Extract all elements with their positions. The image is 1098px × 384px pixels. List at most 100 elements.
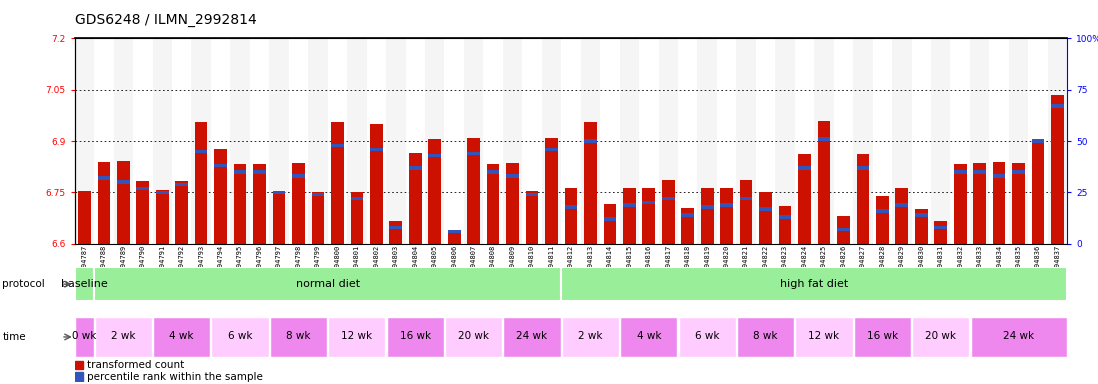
Bar: [915, 214, 928, 217]
Bar: [892, 38, 911, 244]
Bar: [312, 193, 324, 196]
Bar: [503, 317, 561, 357]
Text: time: time: [2, 332, 26, 342]
Bar: [837, 228, 850, 231]
Bar: [269, 38, 289, 244]
Bar: [328, 317, 385, 357]
Bar: [564, 205, 578, 209]
Bar: [270, 317, 327, 357]
Bar: [854, 317, 911, 357]
Bar: [332, 122, 344, 244]
Bar: [759, 207, 772, 211]
Bar: [876, 209, 888, 213]
Bar: [390, 220, 402, 244]
Bar: [214, 164, 227, 167]
Text: protocol: protocol: [2, 279, 45, 289]
Bar: [934, 220, 948, 244]
Text: transformed count: transformed count: [87, 360, 184, 370]
Bar: [212, 317, 269, 357]
Bar: [254, 170, 266, 174]
Bar: [798, 154, 810, 244]
Text: high fat diet: high fat diet: [780, 279, 849, 289]
Bar: [1051, 104, 1064, 108]
Bar: [231, 38, 250, 244]
Bar: [584, 139, 596, 143]
Bar: [701, 205, 714, 209]
Bar: [856, 154, 870, 244]
Bar: [292, 163, 305, 244]
Bar: [425, 38, 445, 244]
Bar: [156, 191, 169, 194]
Bar: [931, 38, 951, 244]
Bar: [546, 138, 558, 244]
Bar: [1032, 140, 1044, 244]
Bar: [993, 174, 1006, 178]
Bar: [350, 197, 363, 200]
Bar: [408, 154, 422, 244]
Bar: [75, 267, 94, 301]
Text: 6 wk: 6 wk: [695, 331, 719, 341]
Bar: [75, 38, 94, 244]
Bar: [506, 174, 519, 178]
Bar: [815, 38, 833, 244]
Bar: [740, 180, 752, 244]
Bar: [75, 372, 83, 381]
Bar: [546, 147, 558, 151]
Bar: [486, 170, 500, 174]
Bar: [347, 38, 367, 244]
Bar: [564, 189, 578, 244]
Bar: [194, 150, 208, 153]
Text: 24 wk: 24 wk: [516, 331, 548, 341]
Bar: [526, 193, 538, 196]
Bar: [75, 361, 83, 369]
Bar: [234, 170, 246, 174]
Bar: [386, 317, 444, 357]
Bar: [448, 230, 460, 233]
Bar: [1012, 163, 1024, 244]
Bar: [697, 38, 717, 244]
Bar: [98, 176, 110, 180]
Bar: [1032, 139, 1044, 143]
Bar: [604, 217, 616, 221]
Bar: [737, 317, 794, 357]
Bar: [682, 214, 694, 217]
Bar: [272, 191, 285, 194]
Bar: [312, 192, 324, 244]
Bar: [915, 209, 928, 244]
Bar: [350, 192, 363, 244]
Bar: [1009, 38, 1029, 244]
Text: 4 wk: 4 wk: [637, 331, 661, 341]
Bar: [642, 201, 656, 204]
Bar: [896, 203, 908, 207]
Bar: [912, 317, 970, 357]
Bar: [191, 38, 211, 244]
Bar: [720, 189, 733, 244]
Bar: [682, 207, 694, 244]
Bar: [954, 170, 966, 174]
Bar: [468, 152, 480, 155]
Text: 16 wk: 16 wk: [866, 331, 898, 341]
Bar: [541, 38, 561, 244]
Text: 8 wk: 8 wk: [753, 331, 777, 341]
Bar: [486, 164, 500, 244]
Bar: [740, 197, 752, 200]
Bar: [390, 226, 402, 229]
Bar: [254, 164, 266, 244]
Bar: [428, 139, 441, 244]
Text: percentile rank within the sample: percentile rank within the sample: [87, 372, 262, 382]
Text: 2 wk: 2 wk: [579, 331, 603, 341]
Bar: [526, 191, 538, 244]
Bar: [662, 180, 674, 244]
Bar: [234, 164, 246, 244]
Bar: [94, 317, 152, 357]
Bar: [194, 122, 208, 244]
Bar: [292, 174, 305, 178]
Text: 12 wk: 12 wk: [808, 331, 840, 341]
Bar: [954, 164, 966, 244]
Text: 24 wk: 24 wk: [1004, 331, 1034, 341]
Text: 8 wk: 8 wk: [287, 331, 311, 341]
Bar: [468, 138, 480, 244]
Text: 6 wk: 6 wk: [228, 331, 253, 341]
Bar: [136, 181, 149, 244]
Text: 16 wk: 16 wk: [400, 331, 430, 341]
